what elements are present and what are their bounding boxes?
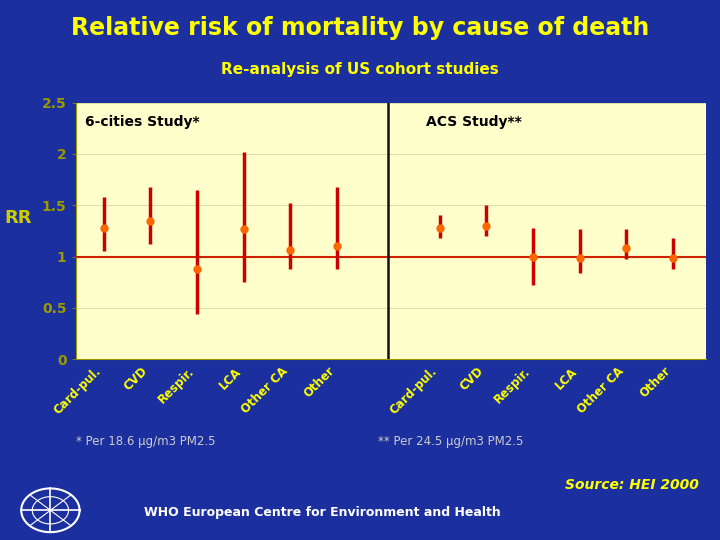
Text: Respir.: Respir. <box>156 364 197 406</box>
Text: Respir.: Respir. <box>492 364 533 406</box>
Text: ** Per 24.5 μg/m3 PM2.5: ** Per 24.5 μg/m3 PM2.5 <box>378 435 523 448</box>
Text: Card-pul.: Card-pul. <box>387 364 440 417</box>
Text: Relative risk of mortality by cause of death: Relative risk of mortality by cause of d… <box>71 16 649 40</box>
Text: WHO European Centre for Environment and Health: WHO European Centre for Environment and … <box>144 507 500 519</box>
Text: Other CA: Other CA <box>575 364 626 416</box>
Text: LCA: LCA <box>552 364 580 391</box>
Text: CVD: CVD <box>457 364 486 393</box>
Text: 6-cities Study*: 6-cities Study* <box>85 115 199 129</box>
Text: Other: Other <box>637 364 673 401</box>
Text: * Per 18.6 μg/m3 PM2.5: * Per 18.6 μg/m3 PM2.5 <box>76 435 215 448</box>
Text: CVD: CVD <box>122 364 150 393</box>
Text: ACS Study**: ACS Study** <box>426 115 521 129</box>
Text: Card-pul.: Card-pul. <box>51 364 104 417</box>
Text: Other CA: Other CA <box>239 364 290 416</box>
Text: LCA: LCA <box>217 364 243 391</box>
Text: Source: HEI 2000: Source: HEI 2000 <box>564 478 698 492</box>
Text: Other: Other <box>301 364 337 401</box>
Text: Re-analysis of US cohort studies: Re-analysis of US cohort studies <box>221 62 499 77</box>
Text: RR: RR <box>4 209 32 227</box>
